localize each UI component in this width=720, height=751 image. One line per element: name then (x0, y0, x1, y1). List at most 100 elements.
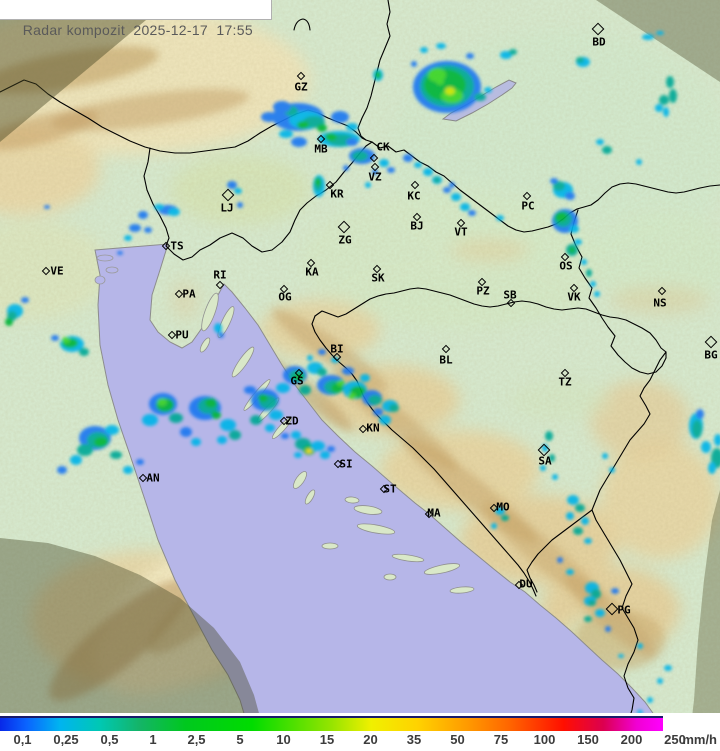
radar-echo (542, 444, 548, 452)
station-label-KR: KR (330, 187, 344, 201)
legend: 0,1 0,25 0,5 1 2,5 5 10 15 20 35 50 75 100 150 200 250 … (0, 713, 720, 751)
station-label-OS: OS (559, 259, 573, 273)
radar-echo (701, 441, 711, 453)
radar-echo (428, 68, 446, 82)
radar-echo (451, 193, 461, 201)
legend-tick-label: 15 (319, 732, 335, 747)
radar-echo (136, 459, 144, 465)
radar-echo (191, 438, 201, 446)
station-label-PC: PC (521, 199, 535, 213)
radar-echo (566, 569, 574, 575)
station-label-SA: SA (538, 454, 552, 468)
radar-echo (250, 415, 262, 425)
radar-echo (567, 495, 579, 505)
title-text: Radar kompozit 2025-12-17 17:55 (22, 22, 253, 38)
radar-echo (5, 318, 13, 326)
radar-echo (94, 437, 108, 447)
radar-echo (70, 455, 82, 465)
range-limit-bottomleft (0, 538, 260, 717)
radar-echo (420, 47, 428, 53)
radar-echo (609, 467, 615, 473)
station-label-ST: ST (383, 482, 397, 496)
radar-echo (566, 512, 574, 520)
radar-echo (144, 227, 152, 233)
legend-tick-label: 2,5 (187, 732, 206, 747)
radar-echo (590, 281, 596, 287)
radar-echo (565, 192, 575, 200)
radar-echo (500, 51, 512, 59)
radar-echo (569, 247, 575, 253)
legend-tick-label: 5 (236, 732, 244, 747)
radar-echo (214, 323, 222, 333)
radar-echo (501, 515, 509, 521)
radar-echo (414, 162, 422, 168)
radar-echo (602, 146, 612, 154)
radar-echo (365, 182, 371, 188)
radar-echo (379, 159, 389, 167)
range-limit-overlays (0, 0, 720, 717)
radar-echo (545, 431, 553, 441)
legend-tick-label: 0,1 (13, 732, 32, 747)
radar-echo (423, 168, 433, 176)
legend-tick-label: 35 (406, 732, 422, 747)
radar-echo (218, 332, 224, 338)
radar-echo (591, 589, 601, 599)
radar-echo (375, 71, 381, 79)
station-label-BG: BG (704, 348, 718, 362)
radar-echo (138, 211, 148, 219)
legend-tick-label: 50 (450, 732, 465, 747)
radar-echo (360, 374, 370, 382)
radar-echo (663, 107, 669, 117)
radar-echo (317, 368, 327, 376)
station-label-KC: KC (407, 189, 421, 203)
legend-tick-label: 150 (577, 732, 599, 747)
radar-echo (656, 31, 664, 35)
range-limit-topright (596, 0, 720, 82)
radar-echo (294, 452, 302, 458)
radar-echo (573, 527, 583, 535)
station-label-SK: SK (371, 271, 385, 285)
legend-tick-label: 200 (620, 732, 643, 747)
radar-echo-layer (5, 31, 720, 714)
radar-echo (550, 178, 558, 184)
station-label-ZD: ZD (285, 414, 299, 428)
radar-echo (714, 434, 720, 446)
radar-echo (588, 600, 596, 606)
radar-echo (157, 398, 167, 406)
radar-echo (655, 104, 663, 112)
radar-echo (320, 451, 330, 459)
radar-echo (311, 441, 325, 451)
radar-echo (594, 291, 600, 297)
radar-map (0, 0, 720, 717)
radar-echo (602, 453, 608, 459)
radar-echo (110, 451, 122, 459)
legend-tick-label: 0,5 (100, 732, 119, 747)
radar-echo (307, 355, 313, 361)
radar-echo (509, 49, 517, 55)
radar-echo (62, 337, 70, 343)
radar-echo (708, 462, 716, 474)
radar-echo (434, 177, 440, 183)
station-label-MB: MB (314, 142, 328, 156)
station-label-PU: PU (175, 328, 189, 342)
station-label-LJ: LJ (220, 201, 234, 215)
station-label-GZ: GZ (294, 80, 308, 94)
radar-echo (575, 504, 585, 512)
radar-echo (234, 188, 242, 194)
radar-echo (696, 409, 704, 419)
radar-echo (611, 588, 619, 594)
radar-echo (77, 444, 93, 456)
radar-echo (220, 419, 236, 431)
radar-echo (642, 34, 654, 40)
station-label-BI: BI (330, 342, 344, 356)
legend-unit-label: mm/h (682, 732, 717, 747)
title-bar: Radar kompozit 2025-12-17 17:55 (0, 0, 272, 38)
station-label-TZ: TZ (558, 375, 572, 389)
station-label-CK: CK (376, 140, 390, 154)
radar-echo (79, 348, 89, 356)
radar-echo (403, 154, 413, 162)
radar-echo (180, 427, 192, 437)
radar-echo (664, 665, 672, 671)
radar-echo (331, 357, 339, 363)
